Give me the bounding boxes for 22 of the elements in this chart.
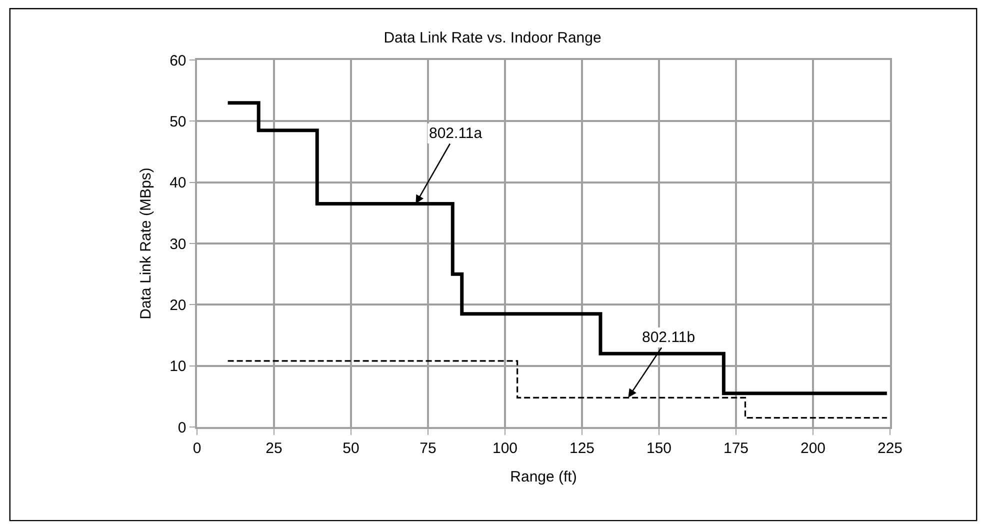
y-tick-label: 30	[170, 236, 186, 253]
x-tick-label: 75	[420, 440, 436, 457]
annotation: 802.11a	[429, 125, 483, 142]
x-tick-label: 25	[266, 440, 282, 457]
x-axis-title: Range (ft)	[510, 468, 577, 486]
y-tick-label: 60	[170, 52, 186, 70]
y-tick-label: 0	[178, 419, 186, 436]
y-tick-label: 20	[170, 296, 186, 314]
x-tick-label: 175	[723, 440, 749, 457]
y-tick-label: 40	[170, 174, 186, 192]
y-tick-label: 10	[170, 358, 186, 376]
x-tick-label: 200	[800, 440, 826, 457]
x-tick-label: 125	[569, 440, 595, 457]
chart-title: Data Link Rate vs. Indoor Range	[384, 29, 602, 46]
x-tick-label: 225	[877, 440, 903, 457]
y-tick-label: 50	[170, 113, 186, 130]
x-tick-label: 150	[646, 440, 672, 457]
x-tick-label: 0	[192, 440, 202, 457]
y-axis-title: Data Link Rate (MBps)	[137, 168, 154, 320]
annotation: 802.11b	[642, 329, 696, 346]
x-tick-label: 50	[342, 440, 360, 457]
x-tick-label: 100	[492, 440, 518, 457]
